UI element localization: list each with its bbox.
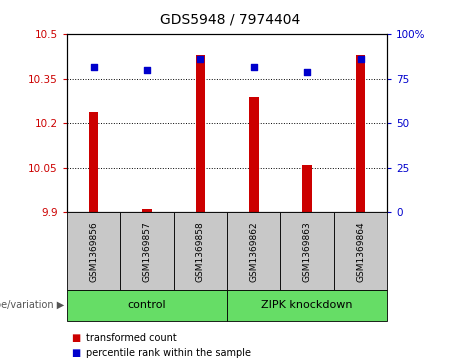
Bar: [195, 55, 205, 212]
Text: GSM1369858: GSM1369858: [196, 221, 205, 282]
Text: control: control: [128, 301, 166, 310]
Text: GDS5948 / 7974404: GDS5948 / 7974404: [160, 13, 301, 27]
Text: ■: ■: [71, 348, 81, 358]
Bar: [142, 209, 152, 212]
Point: [197, 57, 204, 62]
Point: [90, 64, 97, 69]
Text: ZIPK knockdown: ZIPK knockdown: [261, 301, 353, 310]
Bar: [249, 97, 259, 212]
Point: [250, 64, 257, 69]
Bar: [356, 55, 366, 212]
Text: GSM1369863: GSM1369863: [302, 221, 312, 282]
Text: GSM1369864: GSM1369864: [356, 221, 365, 282]
Point: [357, 57, 364, 62]
Bar: [302, 165, 312, 212]
Point: [143, 67, 151, 73]
Point: [303, 69, 311, 75]
Text: percentile rank within the sample: percentile rank within the sample: [86, 348, 251, 358]
Bar: [89, 111, 98, 212]
Text: GSM1369857: GSM1369857: [142, 221, 152, 282]
Text: GSM1369856: GSM1369856: [89, 221, 98, 282]
Text: GSM1369862: GSM1369862: [249, 221, 258, 282]
Text: genotype/variation ▶: genotype/variation ▶: [0, 301, 65, 310]
Text: transformed count: transformed count: [86, 333, 177, 343]
Text: ■: ■: [71, 333, 81, 343]
